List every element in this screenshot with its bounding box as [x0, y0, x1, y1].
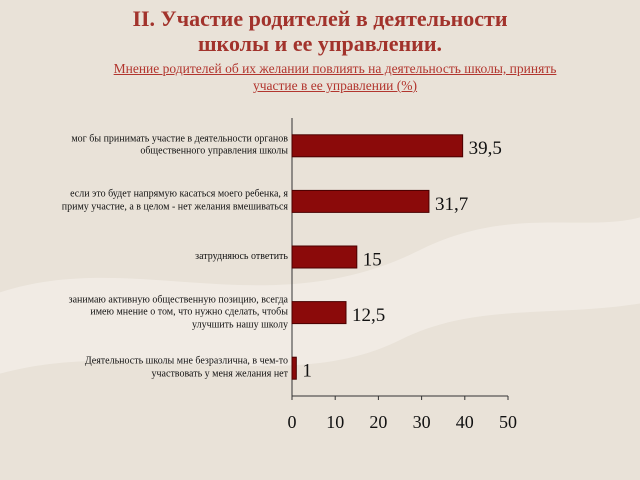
x-tick-label: 20	[369, 412, 387, 432]
background-shape	[0, 217, 640, 374]
bar	[291, 356, 297, 380]
y-tick-label: мог бы принимать участие в деятельности …	[71, 133, 288, 157]
y-tick-label: Деятельность школы мне безразлична, в че…	[84, 355, 288, 380]
y-tick-label: занимаю активную общественную позицию, в…	[68, 293, 288, 330]
subtitle: Мнение родителей об их желании повлиять …	[113, 61, 557, 93]
value-label: 31,7	[435, 194, 468, 215]
bar	[291, 245, 358, 269]
x-tick-label: 40	[456, 412, 474, 432]
value-label: 12,5	[352, 305, 385, 326]
y-tick-label: если это будет напрямую касаться моего р…	[61, 188, 288, 213]
value-label: 39,5	[469, 138, 502, 159]
title-text: II. Участие родителей в деятельности шко…	[132, 6, 508, 56]
bar	[291, 189, 430, 213]
x-tick-label: 30	[413, 412, 431, 432]
bar	[291, 134, 464, 158]
slide-title: II. Участие родителей в деятельности шко…	[0, 6, 640, 56]
value-label: 15	[363, 249, 382, 270]
x-tick-label: 10	[326, 412, 344, 432]
bar	[291, 301, 347, 325]
x-tick-label: 0	[288, 412, 297, 432]
x-tick-label: 50	[499, 412, 517, 432]
y-tick-label: затрудняюсь ответить	[195, 250, 288, 262]
value-label: 1	[302, 361, 312, 382]
